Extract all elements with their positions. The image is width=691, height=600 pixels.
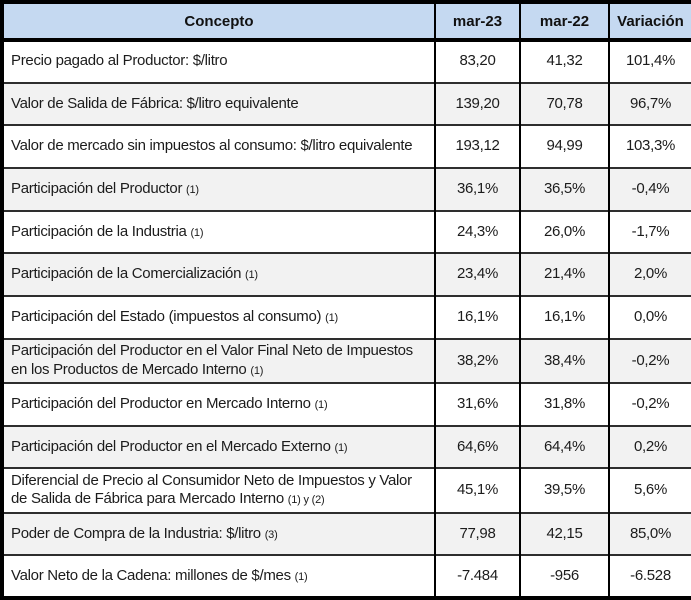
table-row: Participación de la Comercialización (1)… (2, 252, 691, 297)
table-row: Participación del Productor en el Valor … (2, 337, 691, 384)
mar-23-value-cell: 23,4% (434, 252, 520, 297)
concepto-label: Participación de la Comercialización (11, 265, 242, 283)
concepto-label: Valor de mercado sin impuestos al consum… (11, 137, 413, 155)
mar-23-value-cell: 36,1% (434, 167, 520, 211)
table-row: Valor de mercado sin impuestos al consum… (2, 124, 691, 169)
concepto-cell: Participación del Productor en el Valor … (2, 337, 435, 384)
mar-23-value-cell: 45,1% (434, 467, 520, 513)
variacion-value-cell: -0,2% (608, 382, 691, 426)
concepto-cell: Precio pagado al Productor: $/litro (2, 40, 435, 83)
footnote-marker: (1) (294, 570, 308, 583)
variacion-value-cell: -0,4% (608, 167, 691, 211)
concepto-cell: Diferencial de Precio al Consumidor Neto… (2, 467, 435, 513)
variacion-value-cell: 101,4% (608, 40, 691, 83)
concepto-label: Precio pagado al Productor: $/litro (11, 52, 228, 70)
mar-23-value-cell: 38,2% (434, 337, 520, 384)
table-row: Valor Neto de la Cadena: millones de $/m… (2, 554, 691, 598)
concepto-cell: Valor de mercado sin impuestos al consum… (2, 124, 435, 169)
mar-22-value-cell: 70,78 (519, 81, 609, 126)
concepto-label: Diferencial de Precio al Consumidor Neto… (11, 471, 412, 508)
mar-23-value-cell: 193,12 (434, 124, 520, 169)
table-header: Concepto mar-23 mar-22 Variación (2, 2, 691, 42)
mar-22-value-cell: 41,32 (519, 40, 609, 83)
table-body: Precio pagado al Productor: $/litro 83,2… (2, 40, 691, 598)
footnote-marker: (1) (190, 226, 204, 239)
column-header-mar-23: mar-23 (434, 2, 520, 42)
concepto-cell: Poder de Compra de la Industria: $/litro… (2, 511, 435, 556)
mar-23-value-cell: 64,6% (434, 424, 520, 469)
mar-22-value-cell: 31,8% (519, 382, 609, 426)
footnote-marker: (1) (245, 269, 258, 282)
variacion-value-cell: 0,2% (608, 424, 691, 469)
variacion-value-cell: -0,2% (608, 337, 691, 384)
mar-22-value-cell: 26,0% (519, 209, 609, 254)
footnote-marker: (1) (334, 441, 348, 454)
mar-23-value-cell: 31,6% (434, 382, 520, 426)
concepto-cell: Participación de la Industria (1) (2, 209, 435, 254)
concepto-cell: Participación del Estado (impuestos al c… (2, 295, 435, 339)
footnote-marker: (1) (250, 364, 264, 377)
mar-23-value-cell: 24,3% (434, 209, 520, 254)
header-row: Concepto mar-23 mar-22 Variación (2, 2, 691, 42)
column-header-mar-22: mar-22 (519, 2, 609, 42)
footnote-marker: (3) (264, 528, 278, 541)
mar-22-value-cell: 21,4% (519, 252, 609, 297)
concepto-cell: Participación de la Comercialización (1) (2, 252, 435, 297)
mar-23-value-cell: 77,98 (434, 511, 520, 556)
footnote-marker: (1) (314, 398, 328, 411)
concepto-label: Valor Neto de la Cadena: millones de $/m… (11, 566, 291, 584)
variacion-value-cell: 2,0% (608, 252, 691, 297)
concepto-cell: Valor Neto de la Cadena: millones de $/m… (2, 554, 435, 598)
column-header-variacion: Variación (608, 2, 691, 42)
footnote-marker: (1) (325, 312, 338, 325)
table-row: Poder de Compra de la Industria: $/litro… (2, 511, 691, 556)
concepto-label: Participación del Estado (impuestos al c… (11, 308, 322, 326)
mar-22-value-cell: 64,4% (519, 424, 609, 469)
mar-22-value-cell: -956 (519, 554, 609, 598)
variacion-value-cell: 0,0% (608, 295, 691, 339)
variacion-value-cell: 5,6% (608, 467, 691, 513)
concepto-label: Participación de la Industria (11, 222, 187, 240)
table-row: Participación de la Industria (1) 24,3% … (2, 209, 691, 254)
concepto-cell: Participación del Productor en Mercado I… (2, 382, 435, 426)
concepto-cell: Valor de Salida de Fábrica: $/litro equi… (2, 81, 435, 126)
column-header-concepto: Concepto (2, 2, 435, 42)
mar-23-value-cell: 139,20 (434, 81, 520, 126)
mar-23-value-cell: 16,1% (434, 295, 520, 339)
variacion-value-cell: 96,7% (608, 81, 691, 126)
concepto-label: Participación del Productor en el Valor … (11, 342, 413, 378)
concepto-label: Poder de Compra de la Industria: $/litro (11, 524, 261, 542)
mar-22-value-cell: 16,1% (519, 295, 609, 339)
table-row: Participación del Productor en el Mercad… (2, 424, 691, 469)
table-row: Precio pagado al Productor: $/litro 83,2… (2, 40, 691, 83)
mar-22-value-cell: 38,4% (519, 337, 609, 384)
concepto-label: Valor de Salida de Fábrica: $/litro equi… (11, 94, 299, 112)
mar-22-value-cell: 36,5% (519, 167, 609, 211)
table-row: Participación del Estado (impuestos al c… (2, 295, 691, 339)
variacion-value-cell: 103,3% (608, 124, 691, 169)
concepto-cell: Participación del Productor (1) (2, 167, 435, 211)
variacion-value-cell: -1,7% (608, 209, 691, 254)
footnote-marker: (1) (186, 184, 199, 197)
footnote-marker: (1) y (2) (287, 494, 325, 507)
mar-22-value-cell: 94,99 (519, 124, 609, 169)
mar-23-value-cell: -7.484 (434, 554, 520, 598)
mar-22-value-cell: 42,15 (519, 511, 609, 556)
concepto-label: Participación del Productor en el Mercad… (11, 437, 331, 455)
variacion-value-cell: -6.528 (608, 554, 691, 598)
concepto-label: Participación del Productor (11, 180, 183, 198)
concepto-label: Participación del Productor en Mercado I… (11, 394, 311, 412)
mar-22-value-cell: 39,5% (519, 467, 609, 513)
table-row: Participación del Productor (1) 36,1% 36… (2, 167, 691, 211)
table-row: Diferencial de Precio al Consumidor Neto… (2, 467, 691, 513)
table-row: Valor de Salida de Fábrica: $/litro equi… (2, 81, 691, 126)
table-row: Participación del Productor en Mercado I… (2, 382, 691, 426)
mar-23-value-cell: 83,20 (434, 40, 520, 83)
concepto-cell: Participación del Productor en el Mercad… (2, 424, 435, 469)
variacion-value-cell: 85,0% (608, 511, 691, 556)
